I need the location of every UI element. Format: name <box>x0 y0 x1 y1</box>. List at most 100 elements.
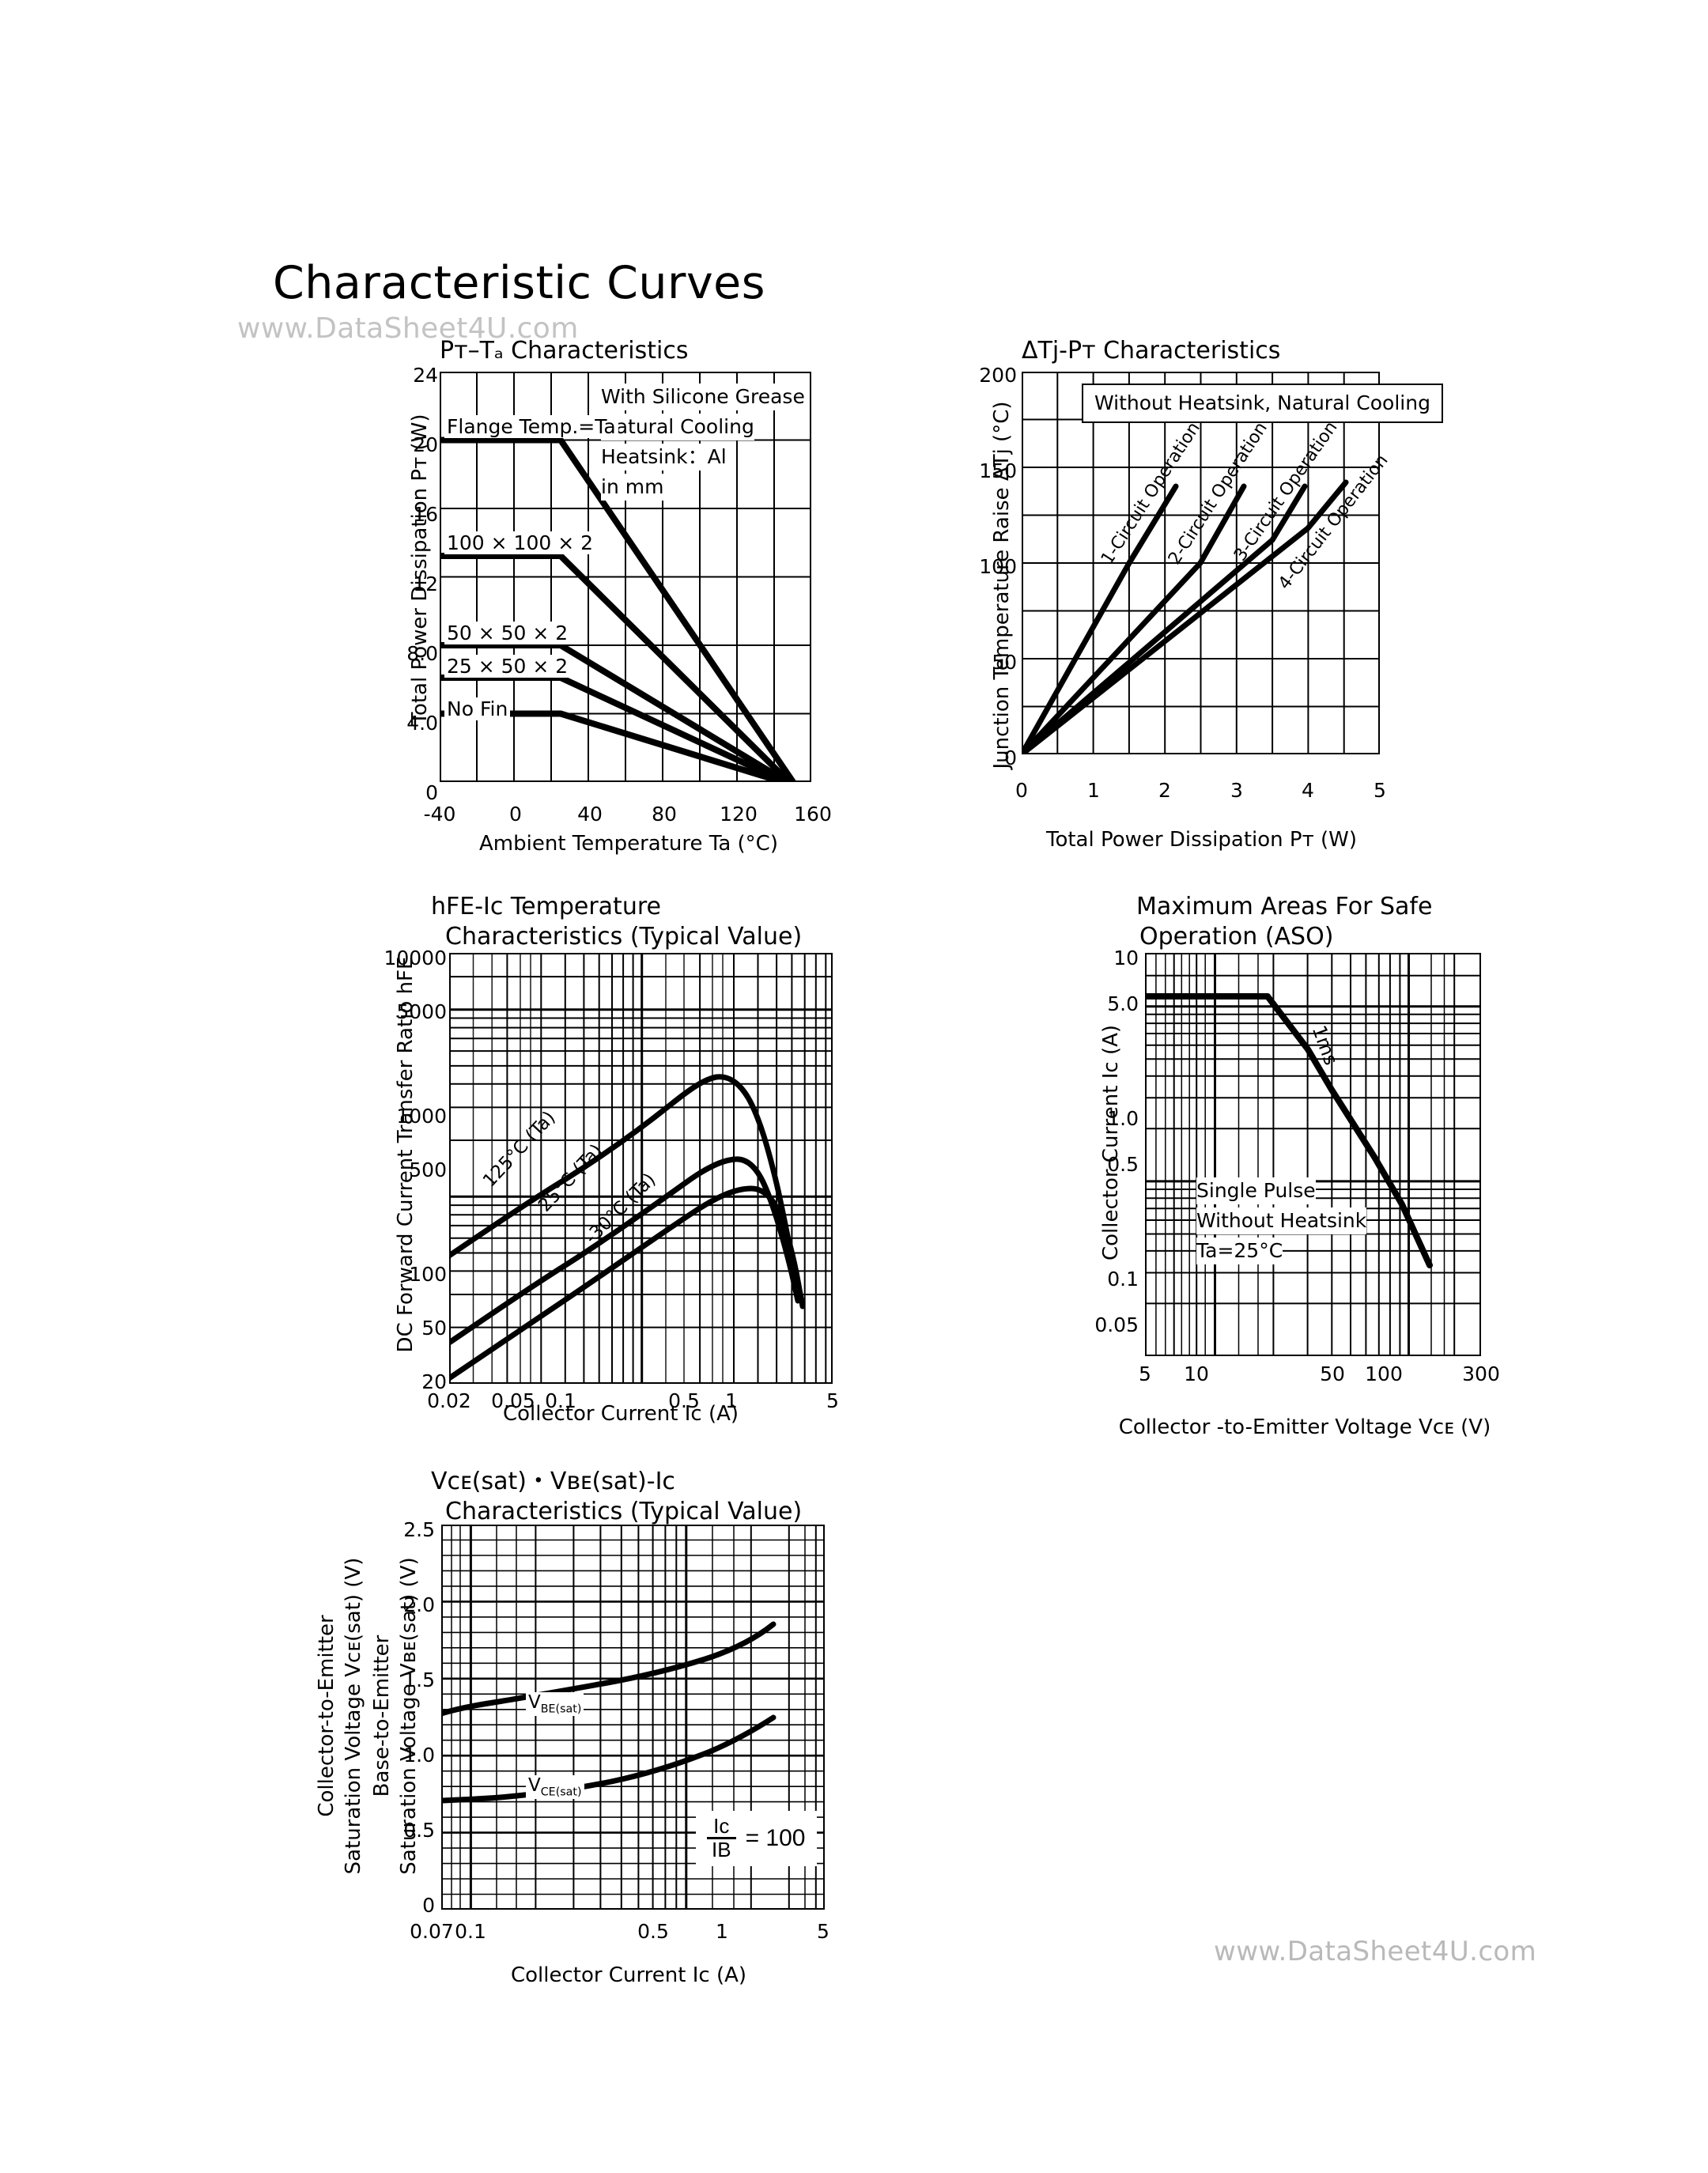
curve-100x100x2 <box>440 553 792 782</box>
note-ta-25c: Ta=25°C <box>1196 1238 1283 1264</box>
ytick: 0.05 <box>1094 1313 1139 1336</box>
note-natural-cooling: Natural Cooling <box>601 414 754 440</box>
xtick: 0.1 <box>545 1389 576 1412</box>
xtick: -40 <box>423 803 456 826</box>
ytick: 20 <box>421 1370 447 1393</box>
chart-vsat-ylabel-line3: Base-to-Emitter <box>370 1634 394 1797</box>
ytick: 5.0 <box>1107 992 1139 1015</box>
ytick: 2.0 <box>403 1593 435 1616</box>
ytick: 150 <box>979 459 1017 482</box>
xtick: 10 <box>1184 1362 1209 1385</box>
curve-1-circuit <box>1022 483 1179 754</box>
curve-125c <box>449 1074 797 1271</box>
series-label-vce-sat: VCE(sat) <box>526 1775 584 1799</box>
chart-hfe-ic-xlabel: Collector Current Ic (A) <box>502 1402 739 1426</box>
chart-hfe-ic-plot <box>449 953 833 1384</box>
xtick: 1 <box>1087 779 1100 802</box>
xtick: 1 <box>725 1389 738 1412</box>
curve-3-circuit <box>1022 483 1308 754</box>
xtick: 0.5 <box>637 1920 669 1943</box>
note-heatsink-al: Heatsink：Al <box>601 444 727 471</box>
curve-2-circuit <box>1022 483 1247 754</box>
xtick: 0.02 <box>427 1389 471 1412</box>
note-without-heatsink-aso: Without Heatsink <box>1196 1207 1367 1234</box>
ytick: 16 <box>413 503 438 526</box>
series-label-25x50x2: 25 × 50 × 2 <box>444 655 571 678</box>
chart-vsat-ylabel-line2: Saturation Voltage Vᴄᴇ(sat) (V) <box>342 1557 365 1875</box>
ytick: 50 <box>992 651 1017 674</box>
ytick: 10000 <box>384 947 447 969</box>
xtick: 50 <box>1320 1362 1345 1385</box>
ytick: 5000 <box>396 1000 447 1023</box>
curve-vbe-sat <box>441 1621 777 1717</box>
watermark-bottom: www.DataSheet4U.com <box>1214 1936 1537 1967</box>
ytick: 1.0 <box>1107 1107 1139 1130</box>
ytick: 100 <box>409 1263 447 1286</box>
chart-hfe-ic-title: hFE-Ic Temperature Characteristics (Typi… <box>431 893 803 950</box>
chart-vsat-ylabel-line1: Collector-to-Emitter <box>315 1615 338 1817</box>
xtick: 300 <box>1462 1362 1500 1385</box>
series-label-100x100x2: 100 × 100 × 2 <box>444 531 596 554</box>
watermark-top: www.DataSheet4U.com <box>237 312 579 345</box>
condition-box-ic-ib: Ic IB = 100 <box>696 1811 817 1866</box>
xtick: 40 <box>577 803 603 826</box>
chart-aso-plot <box>1145 953 1481 1356</box>
xtick: 5 <box>817 1920 829 1943</box>
xtick: 0.1 <box>455 1920 486 1943</box>
chart-dtj-pt-title: ΔTj-Pᴛ Characteristics <box>1022 337 1281 365</box>
chart-dtj-pt-plot <box>1022 372 1380 754</box>
ytick: 1.5 <box>403 1668 435 1691</box>
ytick: 24 <box>413 364 438 387</box>
curve-25x50x2 <box>440 675 788 782</box>
curve-50x50x2 <box>440 642 791 782</box>
curve-vce-sat <box>441 1714 777 1804</box>
xtick: 0.05 <box>491 1389 535 1412</box>
chart-aso-xlabel: Collector -to-Emitter Voltage Vᴄᴇ (V) <box>1118 1415 1491 1439</box>
ytick: 0 <box>1004 746 1017 769</box>
xtick: 5 <box>1374 779 1386 802</box>
chart-pt-ta-title: Pᴛ–Tₐ Characteristics <box>440 337 689 365</box>
page-title: Characteristic Curves <box>273 257 765 309</box>
xtick: 5 <box>1139 1362 1151 1385</box>
fraction-numerator: Ic <box>707 1815 736 1840</box>
chart-vsat-ic-title: Vᴄᴇ(sat)・Vʙᴇ(sat)-Ic Characteristics (Ty… <box>431 1468 803 1525</box>
xtick: 0.07 <box>410 1920 454 1943</box>
xtick: 100 <box>1365 1362 1403 1385</box>
ytick: 0 <box>425 781 438 804</box>
series-label-50x50x2: 50 × 50 × 2 <box>444 622 571 644</box>
xtick: 1 <box>716 1920 728 1943</box>
chart-pt-ta-xlabel: Ambient Temperature Ta (°C) <box>479 832 778 856</box>
curve-1ms <box>1145 993 1433 1268</box>
ytick: 50 <box>421 1317 447 1340</box>
ytick: 1000 <box>396 1105 447 1128</box>
xtick: 120 <box>720 803 758 826</box>
ytick: 12 <box>413 573 438 595</box>
ytick: 4.0 <box>406 712 438 735</box>
ytick: 20 <box>413 433 438 456</box>
curve-25c <box>449 1156 801 1346</box>
curve-minus30c <box>449 1185 806 1381</box>
note-in-mm: in mm <box>601 474 664 501</box>
ytick: 500 <box>409 1158 447 1181</box>
condition-value: = 100 <box>745 1824 806 1851</box>
ytick: 200 <box>979 364 1017 387</box>
ytick: 0 <box>422 1894 435 1917</box>
ytick: 0.1 <box>1107 1268 1139 1291</box>
chart-dtj-pt-ylabel: Junction Temperature Raise ΔTj (°C) <box>990 401 1014 769</box>
xtick: 2 <box>1158 779 1171 802</box>
ytick: 1.0 <box>403 1744 435 1767</box>
ytick: 8.0 <box>406 642 438 665</box>
xtick: 5 <box>826 1389 839 1412</box>
ytick: 10 <box>1113 947 1139 969</box>
xtick: 80 <box>652 803 677 826</box>
note-silicone-grease: With Silicone Grease <box>601 384 805 410</box>
chart-vsat-xlabel: Collector Current Ic (A) <box>510 1963 747 1987</box>
xtick: 0 <box>509 803 522 826</box>
series-label-no-fin: No Fin <box>444 697 511 720</box>
note-without-heatsink: Without Heatsink, Natural Cooling <box>1082 384 1443 423</box>
curve-4-circuit <box>1022 479 1349 754</box>
chart-vsat-ylabel-line4: Saturation Voltage Vʙᴇ(sat) (V) <box>397 1557 421 1875</box>
xtick: 0 <box>1015 779 1028 802</box>
xtick: 0.5 <box>668 1389 700 1412</box>
xtick: 160 <box>794 803 832 826</box>
